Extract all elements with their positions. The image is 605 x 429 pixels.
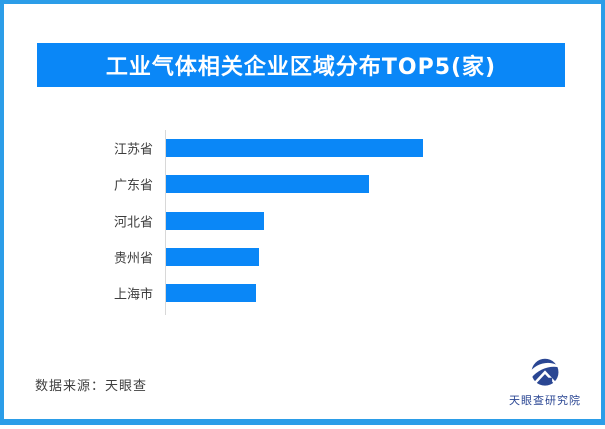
bar-label: 上海市 (113, 287, 153, 303)
bar (166, 248, 259, 266)
bar-label: 贵州省 (113, 251, 153, 267)
y-axis-line (165, 130, 166, 315)
bar-label: 河北省 (113, 215, 153, 231)
bar (166, 139, 423, 157)
bar (166, 284, 256, 302)
data-source-label: 数据来源：天眼查 (35, 379, 148, 394)
bar (166, 175, 369, 193)
brand-logo: 天眼查研究院 (500, 356, 590, 408)
brand-logo-text: 天眼查研究院 (509, 394, 581, 407)
bar-label: 江苏省 (113, 142, 153, 158)
bar-label: 广东省 (113, 178, 153, 194)
bar-chart: 江苏省广东省河北省贵州省上海市 (4, 4, 605, 429)
chart-title: 工业气体相关企业区域分布TOP5(家) (105, 55, 497, 80)
tianyancha-logo-icon (528, 358, 562, 386)
chart-title-band: 工业气体相关企业区域分布TOP5(家) (37, 43, 565, 87)
bar (166, 212, 264, 230)
